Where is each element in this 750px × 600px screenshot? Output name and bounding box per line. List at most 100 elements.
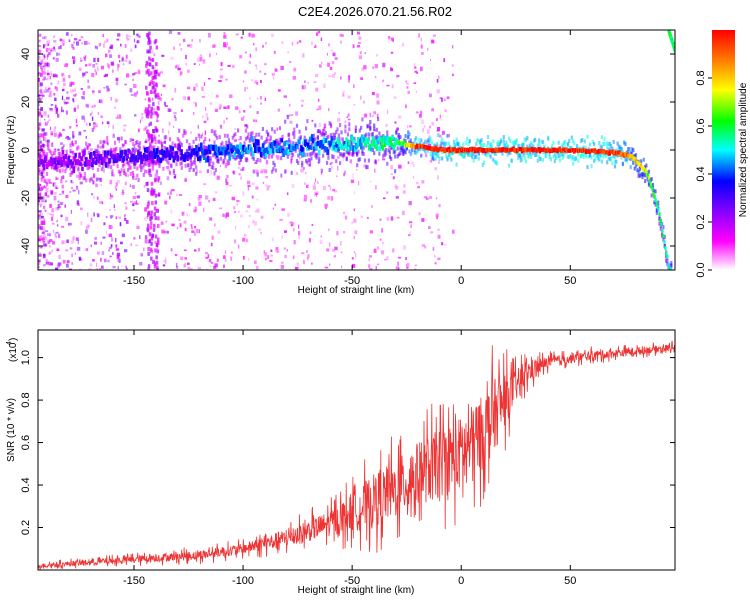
ridge-core: [316, 140, 320, 147]
ridge-halo: [52, 165, 55, 170]
noise-speck: [38, 49, 41, 54]
ridge-halo: [72, 131, 75, 136]
noise-speck: [204, 195, 209, 200]
noise-speck: [83, 96, 85, 100]
ridge-core: [115, 156, 119, 163]
noise-speck: [189, 214, 191, 217]
ridge-halo: [297, 142, 300, 147]
ridge-halo: [357, 158, 360, 163]
ridge-halo: [91, 127, 94, 132]
ridge-halo: [367, 132, 370, 137]
ridge-core: [370, 142, 374, 148]
noise-speck: [83, 130, 87, 132]
ridge-halo: [523, 155, 526, 160]
noise-streak: [152, 227, 156, 232]
ridge-core: [655, 202, 658, 207]
ridge-core: [381, 145, 385, 151]
noise-speck: [267, 154, 271, 159]
noise-speck: [443, 98, 446, 102]
noise-speck: [43, 253, 46, 257]
ridge-halo: [85, 178, 88, 183]
ridge-halo: [425, 143, 428, 147]
ridge-core: [369, 145, 373, 152]
x-tick-label: -100: [232, 275, 254, 287]
ridge-halo: [434, 156, 437, 161]
noise-speck: [100, 115, 103, 119]
noise-speck: [179, 73, 182, 76]
noise-speck: [198, 247, 200, 252]
noise-speck: [140, 253, 144, 257]
ridge-halo: [124, 172, 127, 177]
noise-speck: [158, 134, 160, 137]
noise-speck: [232, 65, 235, 69]
ridge-halo: [58, 169, 62, 174]
noise-speck: [68, 40, 71, 42]
noise-streak: [151, 145, 154, 150]
ridge-halo: [621, 161, 624, 166]
y-tick-label: 0.4: [20, 477, 32, 492]
noise-speck: [306, 257, 309, 261]
ridge-halo: [362, 145, 365, 150]
noise-speck: [43, 264, 46, 267]
noise-speck: [93, 212, 95, 217]
noise-speck: [230, 256, 233, 261]
ridge-halo: [599, 154, 602, 159]
noise-speck: [101, 121, 104, 125]
ridge-halo: [574, 155, 577, 160]
noise-speck: [43, 136, 45, 141]
ridge-halo: [333, 133, 336, 138]
ridge-halo: [58, 131, 62, 136]
noise-speck: [388, 36, 391, 40]
noise-speck: [109, 193, 112, 197]
noise-streak: [157, 237, 160, 242]
noise-speck: [194, 232, 196, 236]
ridge-halo: [184, 177, 187, 182]
noise-speck: [65, 136, 67, 139]
ridge-halo: [119, 172, 122, 177]
noise-streak: [150, 189, 153, 194]
noise-streak: [146, 188, 150, 193]
noise-streak: [152, 191, 156, 195]
noise-speck: [38, 44, 41, 47]
noise-speck: [116, 38, 120, 41]
noise-speck: [44, 62, 48, 67]
noise-speck: [83, 56, 85, 59]
ridge-halo: [545, 151, 549, 156]
noise-speck: [443, 58, 446, 63]
ridge-halo: [452, 144, 456, 149]
noise-speck: [336, 231, 339, 236]
noise-streak: [151, 76, 154, 80]
noise-speck: [79, 268, 81, 270]
ridge-halo: [502, 139, 505, 144]
y-tick-label: 40: [20, 48, 32, 60]
noise-speck: [138, 35, 141, 38]
noise-streak: [150, 80, 153, 85]
noise-speck: [194, 206, 197, 211]
noise-speck: [184, 257, 188, 260]
noise-speck: [247, 184, 251, 187]
noise-speck: [41, 65, 44, 69]
ridge-halo: [225, 178, 228, 183]
noise-speck: [61, 176, 63, 180]
noise-speck: [363, 65, 367, 70]
ridge-core: [195, 144, 198, 152]
ridge-halo: [637, 173, 640, 178]
noise-speck: [255, 64, 257, 67]
noise-speck: [253, 221, 257, 226]
snr-plot-area: [38, 330, 675, 570]
ridge-halo: [586, 165, 589, 170]
noise-speck: [429, 93, 432, 98]
noise-speck: [154, 111, 157, 115]
noise-speck: [276, 155, 280, 160]
ridge-halo: [452, 149, 456, 154]
ridge-core: [79, 161, 82, 166]
ridge-halo: [185, 149, 189, 154]
noise-speck: [289, 221, 293, 224]
ridge-halo: [439, 144, 442, 148]
ridge-halo: [134, 140, 138, 145]
noise-speck: [178, 194, 183, 196]
ridge-halo: [669, 276, 671, 280]
ridge-core: [377, 136, 381, 141]
ridge-halo: [633, 154, 636, 158]
noise-speck: [369, 112, 372, 118]
